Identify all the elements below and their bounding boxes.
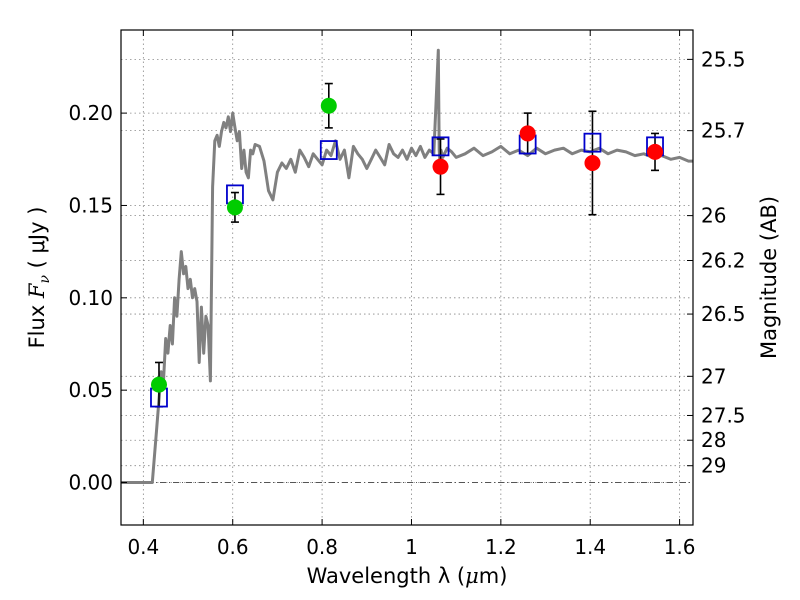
magnitude-tick-label: 26 [701,204,726,228]
x-tick-label: 1.4 [574,535,606,559]
magnitude-tick-label: 29 [701,454,726,478]
x-axis-label-text: Wavelength λ ( [307,564,466,588]
y-axis-label-prefix: Flux [25,298,49,348]
marker-layer [150,97,664,408]
observed-optical-point [150,376,167,393]
y-tick-label: 0.05 [68,378,113,402]
x-tick-label: 0.8 [306,535,338,559]
model-spectrum-line [121,48,693,484]
x-axis-label-unit: μ [465,564,479,588]
magnitude-tick-label: 27.5 [701,403,746,427]
x-tick-label: 1.6 [664,535,696,559]
magnitude-tick-label: 25.5 [701,47,746,71]
model-photometry-square [319,140,338,160]
magnitude-tick-label: 26.2 [701,249,746,273]
x-tick-label: 0.6 [217,535,249,559]
observed-optical-point [226,199,243,216]
x-axis-label-tail: m) [479,564,508,588]
plot-frame [120,29,694,526]
x-tick-label: 0.4 [127,535,159,559]
y-axis-label-symbol: F [25,282,49,299]
model-photometry-square [583,132,602,153]
y-axis-label-suffix: ( μJy ) [25,207,49,275]
observed-nir-point [519,125,536,142]
model-photometry-square [431,136,450,157]
y-tick-label: 0.10 [68,286,113,310]
grid-layer [121,30,693,525]
y-axis-label-subscript: ν [37,275,53,284]
tick-layer: 0.4 0.6 0.8 1 1.2 1.4 1.6 0.00 0.05 0.10 0.15 0.20 2… [68,30,746,559]
y-tick-label: 0.20 [68,101,113,125]
observed-nir-point [647,143,664,160]
x-tick-label: 1 [405,535,418,559]
y-tick-label: 0.00 [68,471,113,495]
y-axis-label-left: Flux Fν ( μJy ) [25,207,53,349]
observed-optical-point [320,97,337,114]
magnitude-tick-label: 28 [701,428,726,452]
magnitude-tick-label: 26.5 [701,302,746,326]
magnitude-tick-label: 27 [701,364,726,388]
y-tick-label: 0.15 [68,193,113,217]
y-axis-label-right: Magnitude (AB) [757,196,781,359]
x-axis-label: Wavelength λ (μm) [307,564,508,588]
x-tick-label: 1.2 [485,535,517,559]
observed-nir-point [432,158,449,175]
magnitude-tick-label: 25.7 [701,119,746,143]
model-spectrum-layer [121,48,693,484]
observed-nir-point [584,154,601,171]
